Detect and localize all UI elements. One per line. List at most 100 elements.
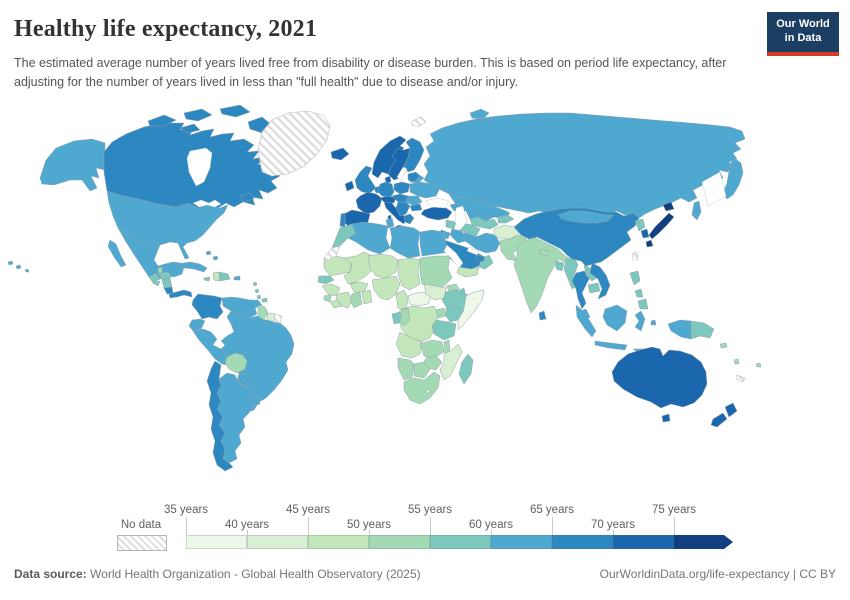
country-el-salvador[interactable] (152, 280, 161, 287)
legend-bin-35-40 years[interactable] (186, 535, 247, 549)
country-tunisia[interactable] (385, 217, 395, 229)
country-thailand[interactable] (571, 270, 591, 310)
country-new-zealand[interactable] (710, 402, 738, 428)
country-iran[interactable] (461, 232, 501, 254)
country-nepal[interactable] (538, 248, 551, 257)
country-china[interactable] (513, 207, 640, 267)
no-data-swatch[interactable] (117, 535, 167, 551)
country-south-sudan[interactable] (423, 283, 447, 301)
country-guatemala[interactable] (148, 272, 161, 284)
country-greenland[interactable] (257, 110, 331, 177)
country-iceland[interactable] (330, 147, 350, 161)
country-djibouti[interactable] (459, 287, 466, 294)
country-vietnam[interactable] (589, 262, 611, 300)
country-fiji[interactable] (755, 362, 762, 368)
country-indonesia[interactable] (575, 304, 692, 356)
world-map[interactable] (0, 104, 850, 496)
owid-logo[interactable]: Our World in Data (767, 12, 839, 56)
country-japan[interactable] (645, 201, 675, 248)
country-madagascar[interactable] (458, 353, 474, 385)
country-french-guiana[interactable] (273, 313, 283, 324)
legend-bin-65-70 years[interactable] (552, 535, 613, 549)
country-switzerland-austria[interactable] (379, 195, 397, 204)
country-mongolia[interactable] (557, 210, 615, 224)
country-cambodia[interactable] (587, 282, 601, 294)
country-turkey[interactable] (420, 206, 453, 221)
country-uae[interactable] (475, 254, 486, 263)
country-vanuatu[interactable] (733, 358, 740, 365)
country-poland[interactable] (393, 181, 411, 195)
country-honduras[interactable] (157, 271, 173, 281)
legend-bin-75+ years[interactable] (674, 535, 733, 549)
country-tasmania[interactable] (661, 413, 671, 423)
country-iraq[interactable] (449, 228, 467, 244)
country-cuba[interactable] (177, 261, 208, 273)
country-ghana[interactable] (349, 291, 363, 309)
country-uzbekistan[interactable] (469, 216, 499, 230)
country-south-africa[interactable] (403, 371, 441, 405)
country-lesotho[interactable] (425, 388, 431, 394)
country-kyrgyz-tajik[interactable] (497, 214, 515, 224)
country-senegal[interactable] (317, 275, 335, 285)
country-togo-benin[interactable] (361, 289, 373, 305)
country-zambia[interactable] (419, 339, 445, 359)
country-venezuela[interactable] (221, 296, 263, 319)
country-kenya[interactable] (445, 305, 465, 323)
country-baltics[interactable] (407, 171, 421, 183)
country-philippines[interactable] (629, 270, 649, 310)
country-north-korea[interactable] (634, 218, 646, 232)
country-hawaii[interactable] (7, 260, 30, 273)
country-australia[interactable] (611, 346, 708, 409)
country-cameroon[interactable] (395, 289, 409, 311)
country-india[interactable] (513, 236, 571, 314)
country-afghanistan[interactable] (493, 224, 521, 240)
country-uganda[interactable] (435, 307, 447, 319)
country-botswana[interactable] (413, 361, 431, 379)
country-uk[interactable] (354, 165, 377, 194)
country-puerto-rico[interactable] (233, 275, 241, 281)
country-niger[interactable] (367, 253, 399, 279)
country-jamaica[interactable] (203, 276, 211, 282)
country-taiwan[interactable] (631, 251, 639, 261)
country-ecuador[interactable] (188, 318, 206, 332)
country-syria[interactable] (445, 219, 457, 230)
country-mexico[interactable] (117, 227, 185, 282)
country-sudan[interactable] (419, 255, 453, 289)
country-tanzania[interactable] (431, 319, 457, 341)
country-svalbard[interactable] (411, 116, 427, 128)
country-mali[interactable] (343, 251, 375, 285)
country-solomon[interactable] (719, 342, 728, 349)
country-bangladesh[interactable] (555, 260, 565, 272)
country-bulgaria[interactable] (409, 203, 423, 212)
country-pakistan[interactable] (499, 234, 528, 262)
country-guyana[interactable] (257, 304, 269, 321)
country-panama[interactable] (168, 289, 193, 299)
country-denmark[interactable] (384, 175, 392, 184)
country-south-korea[interactable] (640, 228, 650, 239)
country-guinea[interactable] (321, 283, 341, 297)
country-namibia[interactable] (397, 357, 415, 381)
country-chad[interactable] (397, 257, 421, 291)
country-trinidad[interactable] (261, 297, 268, 303)
country-canada-arctic[interactable] (147, 104, 273, 134)
country-lesser-antilles[interactable] (252, 281, 262, 300)
country-angola[interactable] (395, 331, 423, 359)
country-ireland[interactable] (344, 180, 355, 192)
country-ivory-coast[interactable] (335, 291, 353, 309)
country-france[interactable] (355, 191, 383, 215)
country-paraguay[interactable] (238, 372, 252, 386)
country-car[interactable] (407, 291, 433, 307)
country-burkina[interactable] (349, 281, 369, 293)
country-bahamas[interactable] (205, 250, 219, 261)
country-png[interactable] (690, 320, 715, 340)
country-nicaragua[interactable] (161, 277, 173, 289)
country-germany[interactable] (377, 181, 395, 199)
country-newfoundland[interactable] (239, 192, 255, 203)
country-new-caledonia[interactable] (735, 374, 746, 383)
country-finland[interactable] (403, 137, 425, 173)
country-nigeria[interactable] (371, 275, 401, 301)
country-chile[interactable] (206, 360, 234, 472)
country-mozambique[interactable] (439, 343, 463, 381)
country-libya[interactable] (389, 225, 421, 259)
country-yemen[interactable] (456, 266, 480, 278)
